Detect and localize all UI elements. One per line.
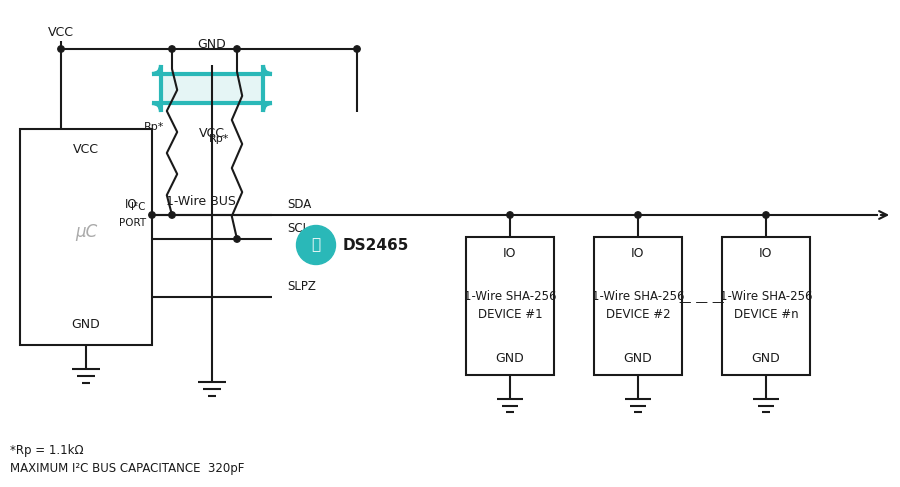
- Text: PORT: PORT: [119, 218, 146, 228]
- Circle shape: [507, 212, 513, 218]
- Text: SCL: SCL: [287, 222, 309, 235]
- Text: GND: GND: [496, 352, 525, 365]
- FancyBboxPatch shape: [20, 129, 152, 345]
- Circle shape: [296, 225, 336, 264]
- Text: Ⓜ: Ⓜ: [311, 238, 320, 252]
- FancyBboxPatch shape: [152, 65, 272, 112]
- Text: GND: GND: [624, 352, 652, 365]
- Circle shape: [634, 212, 641, 218]
- Text: IO: IO: [124, 198, 137, 211]
- Circle shape: [148, 212, 155, 218]
- Text: GND: GND: [752, 352, 780, 365]
- Text: GND: GND: [198, 38, 227, 51]
- Circle shape: [234, 236, 240, 242]
- Circle shape: [763, 212, 769, 218]
- Text: I²C: I²C: [131, 202, 146, 212]
- Text: 1-Wire BUS: 1-Wire BUS: [166, 195, 236, 208]
- Text: SDA: SDA: [287, 198, 311, 211]
- Text: DS2465: DS2465: [343, 238, 410, 252]
- Circle shape: [58, 46, 64, 52]
- Text: *Rp = 1.1kΩ: *Rp = 1.1kΩ: [10, 444, 84, 457]
- Text: IO: IO: [503, 247, 517, 260]
- Text: Rp*: Rp*: [144, 122, 164, 132]
- Text: μC: μC: [75, 223, 97, 241]
- FancyBboxPatch shape: [722, 237, 810, 375]
- Text: 1-Wire SHA-256
DEVICE #1: 1-Wire SHA-256 DEVICE #1: [464, 291, 556, 321]
- Circle shape: [169, 212, 176, 218]
- Text: — — —: — — —: [680, 296, 724, 308]
- FancyBboxPatch shape: [466, 237, 554, 375]
- Circle shape: [354, 46, 360, 52]
- Text: IO: IO: [760, 247, 773, 260]
- Text: VCC: VCC: [73, 143, 99, 156]
- Circle shape: [169, 46, 176, 52]
- Text: IO: IO: [631, 247, 644, 260]
- Text: MAXIMUM I²C BUS CAPACITANCE  320pF: MAXIMUM I²C BUS CAPACITANCE 320pF: [10, 462, 245, 475]
- Text: VCC: VCC: [199, 127, 225, 140]
- Text: 1-Wire SHA-256
DEVICE #2: 1-Wire SHA-256 DEVICE #2: [592, 291, 684, 321]
- Text: GND: GND: [72, 318, 101, 331]
- Circle shape: [234, 46, 240, 52]
- FancyBboxPatch shape: [594, 237, 682, 375]
- Text: SLPZ: SLPZ: [287, 280, 316, 293]
- Text: 1-Wire SHA-256
DEVICE #n: 1-Wire SHA-256 DEVICE #n: [720, 291, 812, 321]
- Text: VCC: VCC: [48, 26, 74, 39]
- Text: Rp*: Rp*: [209, 134, 229, 144]
